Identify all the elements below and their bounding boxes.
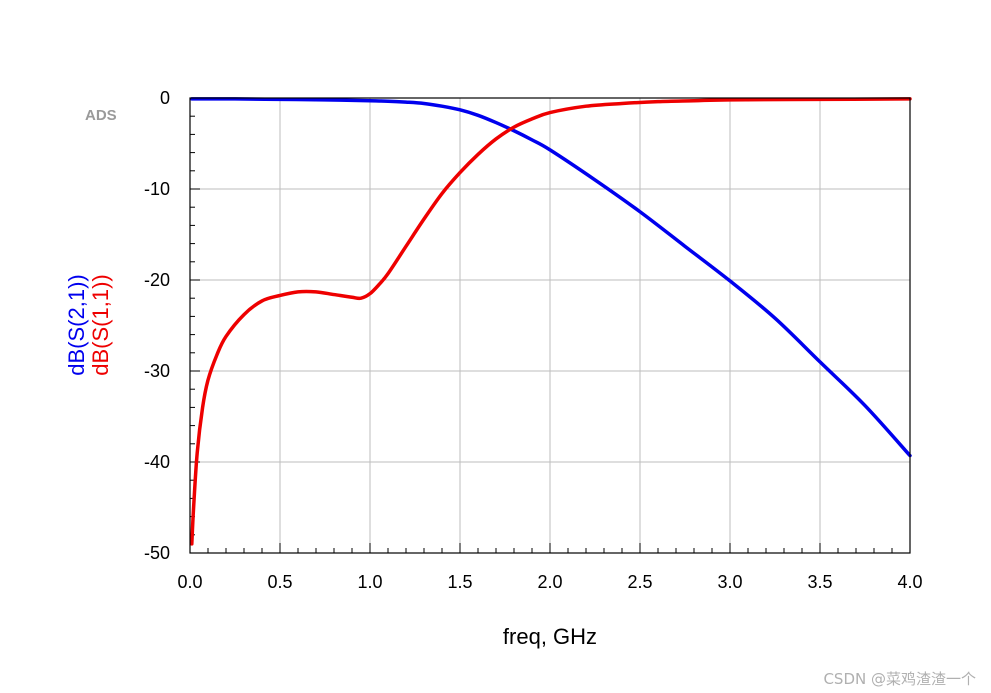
tick-labels: 0.0 0.5 1.0 1.5 2.0 2.5 3.0 3.5 4.0 0 -10 -20 -30 -40… bbox=[144, 88, 923, 592]
x-tick-label-2: 1.0 bbox=[357, 572, 382, 592]
series-line-s21 bbox=[190, 97, 912, 458]
x-tick-label-1: 0.5 bbox=[267, 572, 292, 592]
y-tick-label-5: -50 bbox=[144, 543, 170, 563]
watermark: CSDN @菜鸡渣渣一个 bbox=[823, 670, 976, 688]
y-tick-label-2: -20 bbox=[144, 270, 170, 290]
y-axis-label-s11: dB(S(1,1)) bbox=[88, 274, 113, 375]
x-tick-label-8: 4.0 bbox=[897, 572, 922, 592]
ads-tag: ADS bbox=[85, 107, 117, 124]
x-tick-label-0: 0.0 bbox=[177, 572, 202, 592]
x-tick-label-7: 3.5 bbox=[807, 572, 832, 592]
y-tick-label-3: -30 bbox=[144, 361, 170, 381]
plot-frame bbox=[189, 97, 911, 554]
x-tick-label-3: 1.5 bbox=[447, 572, 472, 592]
x-axis-label: freq, GHz bbox=[503, 624, 597, 649]
plot-lines bbox=[190, 97, 912, 546]
x-tick-label-5: 2.5 bbox=[627, 572, 652, 592]
y-tick-label-1: -10 bbox=[144, 179, 170, 199]
y-tick-label-0: 0 bbox=[160, 88, 170, 108]
y-tick-label-4: -40 bbox=[144, 452, 170, 472]
x-tick-label-4: 2.0 bbox=[537, 572, 562, 592]
series-line-s11 bbox=[190, 97, 912, 546]
y-axis-label-s21: dB(S(2,1)) bbox=[64, 274, 89, 375]
x-tick-label-6: 3.0 bbox=[717, 572, 742, 592]
grid bbox=[189, 97, 911, 554]
